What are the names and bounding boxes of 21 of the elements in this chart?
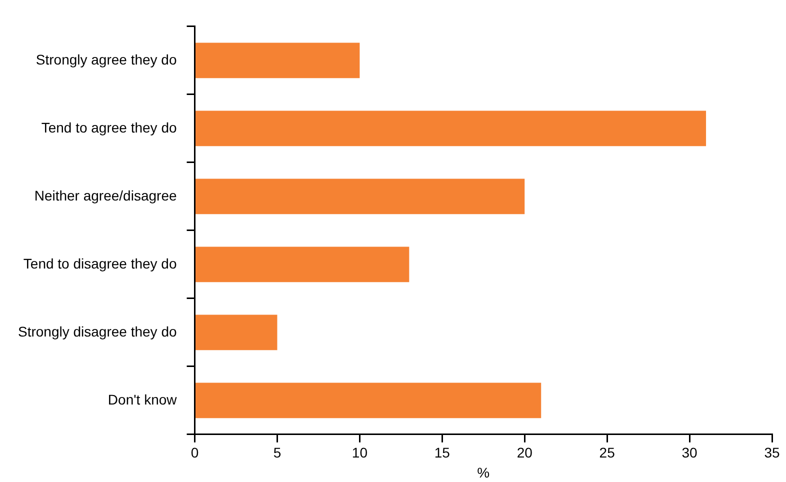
- x-axis-title: %: [477, 464, 490, 480]
- y-tick-label: Tend to agree they do: [41, 119, 177, 136]
- x-tick-label: 25: [599, 444, 616, 461]
- bar: [196, 246, 410, 282]
- bar: [196, 178, 525, 214]
- x-tick-label: 0: [190, 444, 199, 461]
- y-tick-label: Neither agree/disagree: [34, 187, 177, 204]
- bar: [196, 314, 278, 350]
- bar: [196, 382, 542, 418]
- y-tick-label: Tend to disagree they do: [23, 255, 177, 272]
- x-tick-label: 20: [516, 444, 533, 461]
- x-tick-label: 15: [434, 444, 450, 461]
- x-tick-label: 30: [682, 444, 698, 461]
- x-tick-label: 10: [352, 444, 368, 461]
- y-tick-label: Strongly agree they do: [36, 51, 177, 68]
- x-tick-label: 35: [764, 444, 780, 461]
- bar: [196, 110, 706, 146]
- y-tick-label: Strongly disagree they do: [18, 323, 177, 340]
- y-tick-label: Don't know: [108, 391, 178, 408]
- bar: [196, 42, 360, 78]
- x-tick-label: 5: [273, 444, 282, 461]
